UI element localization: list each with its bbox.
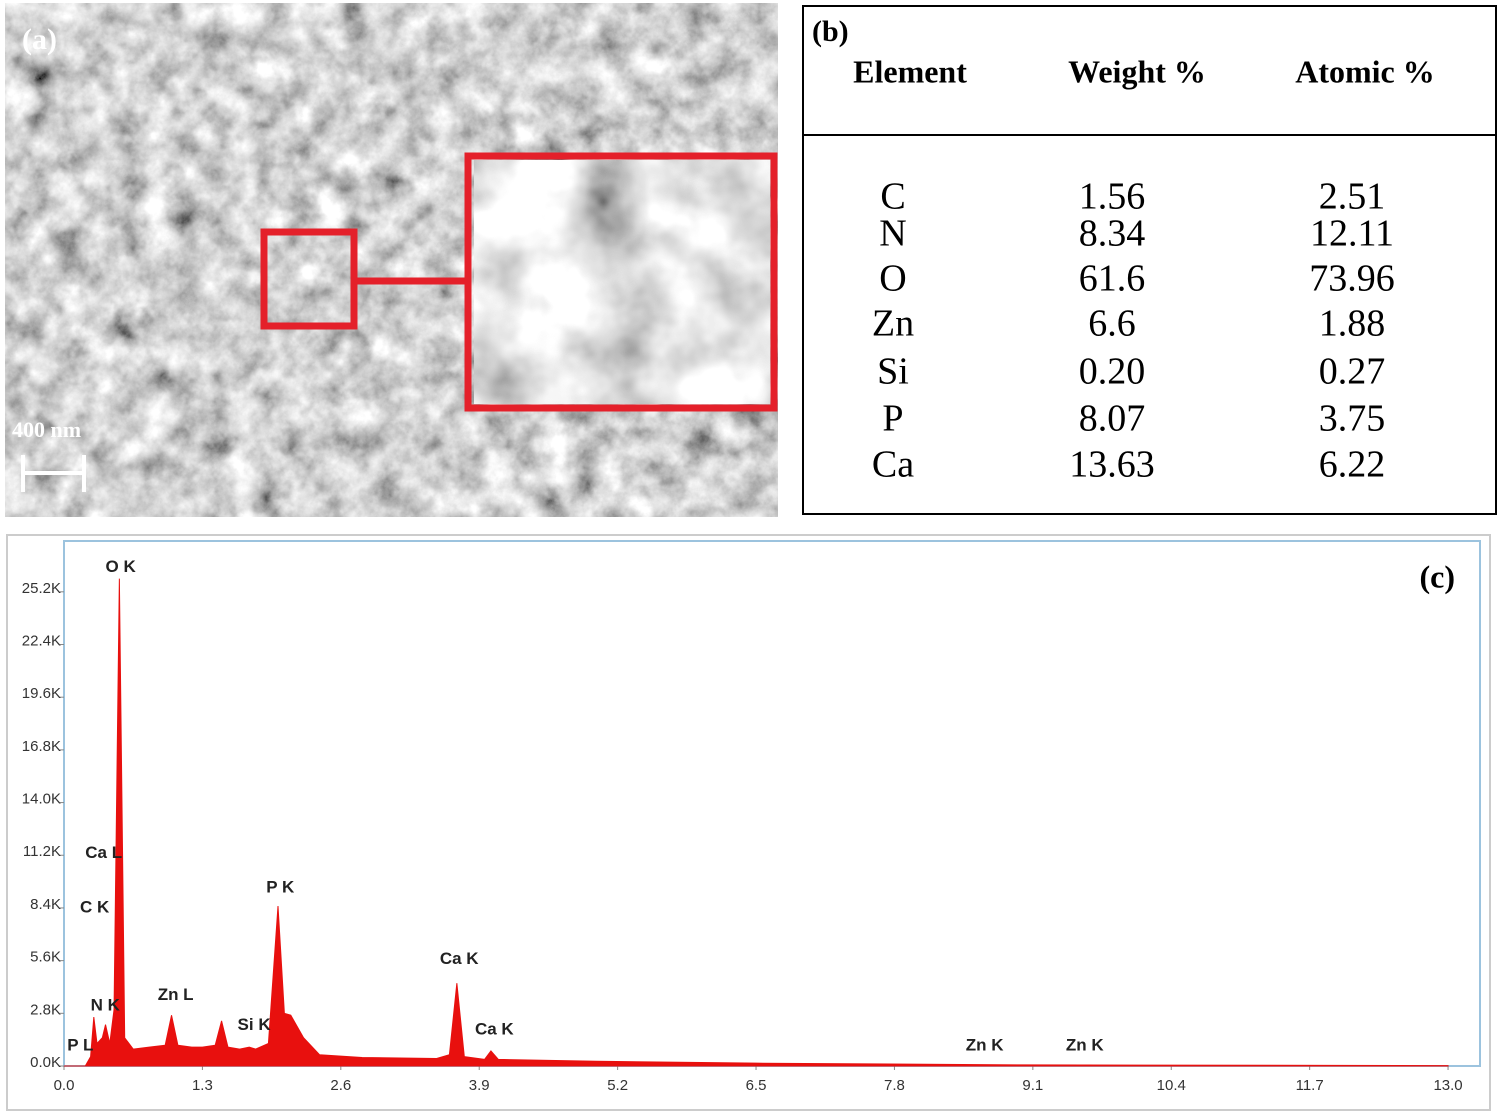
table-header: Atomic % xyxy=(1295,53,1435,89)
table-cell: C xyxy=(880,176,905,218)
table-cell: Si xyxy=(877,351,909,393)
table-cell: 2.51 xyxy=(1319,176,1386,218)
y-tick-label: 25.2K xyxy=(22,580,61,597)
x-tick-label: 1.3 xyxy=(192,1077,213,1094)
y-tick-label: 16.8K xyxy=(22,738,61,755)
table-cell: Zn xyxy=(872,303,914,345)
peak-label: Zn K xyxy=(966,1035,1004,1054)
x-tick-label: 0.0 xyxy=(54,1077,75,1094)
table-cell: 73.96 xyxy=(1309,258,1395,300)
peak-label: O K xyxy=(106,557,137,576)
x-tick-label: 11.7 xyxy=(1296,1077,1324,1094)
y-tick-label: 19.6K xyxy=(22,685,61,702)
peak-label: Ca L xyxy=(85,843,122,862)
table-frame xyxy=(802,5,1497,515)
peak-label: P L xyxy=(67,1035,93,1054)
peak-label: C K xyxy=(80,898,110,917)
y-tick-label: 2.8K xyxy=(30,1001,61,1018)
x-tick-label: 5.2 xyxy=(607,1077,628,1094)
scale-bar xyxy=(21,455,86,492)
peak-label: P K xyxy=(266,877,295,896)
table-cell: O xyxy=(879,258,906,300)
table-cell: 6.6 xyxy=(1088,303,1136,345)
spectrum-area xyxy=(64,578,1449,1067)
table-cell: 61.6 xyxy=(1079,258,1146,300)
zoom-frame xyxy=(464,152,778,412)
x-tick-label: 9.1 xyxy=(1022,1077,1043,1094)
table-cell: 3.75 xyxy=(1319,398,1386,440)
table-cell: 12.11 xyxy=(1310,213,1394,255)
y-tick-label: 5.6K xyxy=(30,949,61,966)
y-tick-label: 11.2K xyxy=(23,843,61,860)
table-cell: 1.88 xyxy=(1319,303,1386,345)
table-header: Element xyxy=(853,53,967,89)
peak-label: Si K xyxy=(238,1015,272,1034)
table: Element Weight % Atomic % C 1.56 2.51 N 8.34 12.… xyxy=(853,53,1435,485)
table-cell: 13.63 xyxy=(1069,444,1155,486)
peak-label: Zn L xyxy=(158,985,194,1004)
x-tick-label: 10.4 xyxy=(1157,1077,1186,1094)
x-tick-label: 7.8 xyxy=(884,1077,905,1094)
x-tick-label: 6.5 xyxy=(746,1077,767,1094)
table-cell: 1.56 xyxy=(1079,176,1146,218)
panel-label: (b) xyxy=(812,15,849,48)
table-cell: 8.34 xyxy=(1079,213,1146,255)
panel-label: (c) xyxy=(1419,558,1455,594)
table-cell: N xyxy=(879,213,906,255)
table-cell: Ca xyxy=(872,444,914,486)
table-cell: P xyxy=(882,398,903,440)
x-tick-label: 3.9 xyxy=(469,1077,490,1094)
table-cell: 0.20 xyxy=(1079,351,1146,393)
plot-area xyxy=(63,540,1481,1067)
y-tick-label: 0.0K xyxy=(30,1054,61,1071)
scale-bar-label: 400 nm xyxy=(12,417,81,442)
x-tick-label: 2.6 xyxy=(330,1077,351,1094)
peak-label: Ca K xyxy=(475,1019,514,1038)
chart: 0.0K 2.8K 5.6K 8.4K 11.2K 14.0K 16.8K 19.6K 22.4… xyxy=(22,557,1463,1094)
peak-label: Zn K xyxy=(1066,1035,1104,1054)
y-tick-label: 22.4K xyxy=(22,632,61,649)
peak-label: N K xyxy=(91,995,121,1014)
x-tick-label: 13.0 xyxy=(1433,1077,1462,1094)
table-header: Weight % xyxy=(1068,53,1206,89)
sem-zoom xyxy=(474,160,770,404)
peak-label: Ca K xyxy=(440,949,479,968)
panel-label: (a) xyxy=(22,23,57,56)
y-tick-label: 14.0K xyxy=(22,791,61,808)
table-cell: 6.22 xyxy=(1319,444,1386,486)
table-cell: 0.27 xyxy=(1319,351,1386,393)
table-cell: 8.07 xyxy=(1079,398,1146,440)
y-tick-label: 8.4K xyxy=(30,896,61,913)
